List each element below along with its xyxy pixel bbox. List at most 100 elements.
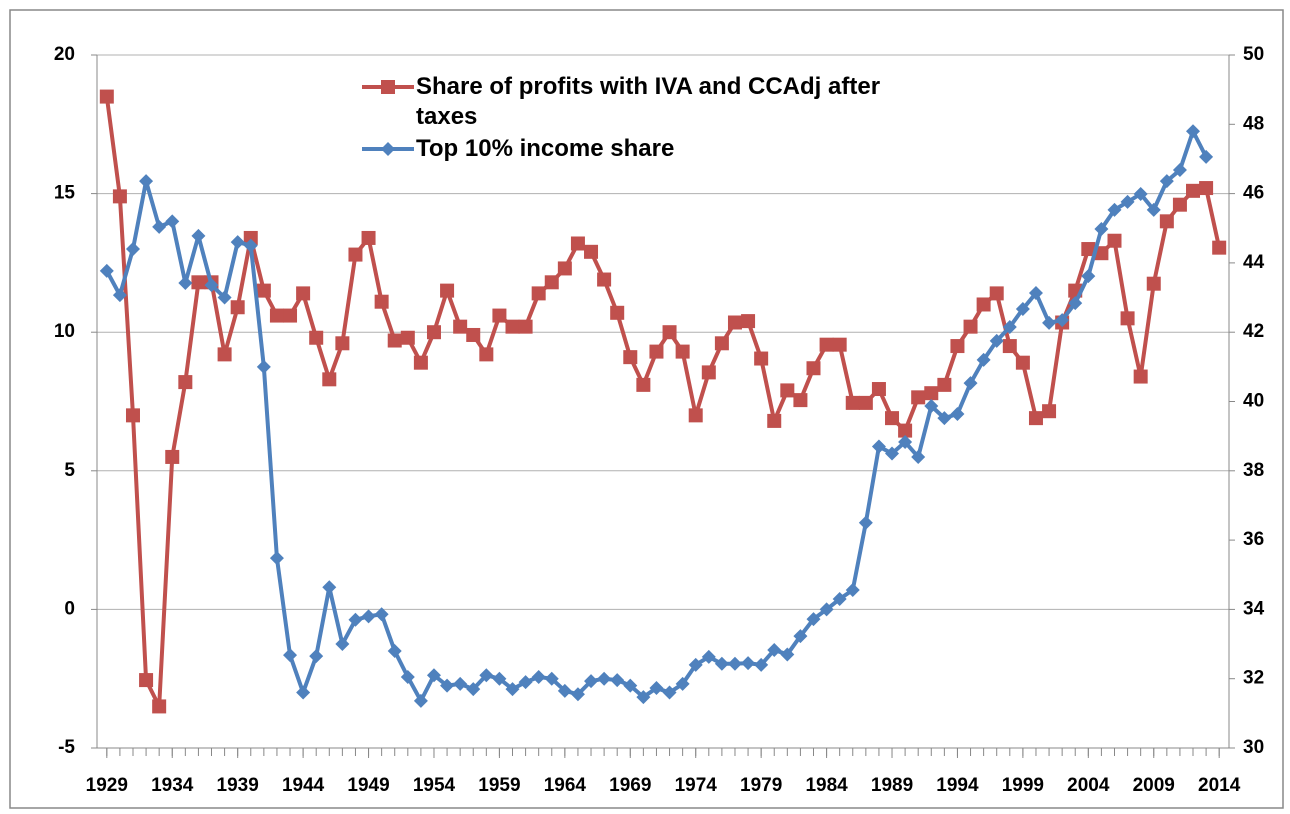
x-tick-label: 1944	[282, 775, 325, 796]
x-tick-label: 2004	[1067, 775, 1110, 796]
marker	[701, 365, 716, 380]
marker	[989, 333, 1004, 348]
marker	[623, 350, 638, 365]
y-tick-label: 5	[64, 460, 75, 481]
marker	[741, 314, 756, 329]
marker	[1028, 286, 1043, 301]
x-tick-label: 1964	[544, 775, 587, 796]
marker	[426, 325, 441, 340]
y2-tick-label: 36	[1243, 529, 1264, 550]
marker	[636, 377, 651, 392]
marker	[845, 582, 860, 597]
marker	[780, 383, 795, 398]
marker	[178, 375, 193, 390]
marker	[112, 288, 127, 303]
legend-swatch	[362, 142, 414, 156]
marker	[1186, 183, 1201, 198]
marker	[492, 671, 507, 686]
marker	[832, 592, 847, 607]
marker	[885, 446, 900, 461]
marker	[348, 247, 363, 262]
marker	[479, 347, 494, 362]
marker	[413, 355, 428, 370]
marker	[1159, 174, 1174, 189]
marker	[99, 89, 114, 104]
marker	[125, 242, 140, 257]
marker	[1094, 221, 1109, 236]
marker	[479, 668, 494, 683]
marker	[243, 238, 258, 253]
x-tick-label: 1984	[805, 775, 848, 796]
marker	[1159, 214, 1174, 229]
marker	[1068, 296, 1083, 311]
marker	[296, 286, 311, 301]
y2-tick-label: 32	[1243, 668, 1264, 689]
marker	[243, 230, 258, 245]
marker	[1146, 202, 1161, 217]
y2-tick-label: 40	[1243, 391, 1264, 412]
marker	[1081, 269, 1096, 284]
marker	[610, 305, 625, 320]
marker	[453, 319, 468, 334]
marker	[570, 236, 585, 251]
marker	[911, 390, 926, 405]
marker	[531, 286, 546, 301]
marker	[1120, 194, 1135, 209]
marker	[1042, 315, 1057, 330]
marker	[466, 682, 481, 697]
marker	[885, 411, 900, 426]
marker	[623, 678, 638, 693]
marker	[256, 359, 271, 374]
marker	[217, 290, 232, 305]
marker	[911, 449, 926, 464]
marker	[152, 699, 167, 714]
marker	[819, 602, 834, 617]
marker	[1199, 181, 1214, 196]
marker	[963, 376, 978, 391]
marker	[989, 286, 1004, 301]
marker	[335, 336, 350, 351]
y2-tick-label: 48	[1243, 113, 1264, 134]
marker	[309, 330, 324, 345]
legend-label: Share of profits with IVA and CCAdj afte…	[416, 73, 881, 130]
marker	[675, 676, 690, 691]
marker	[1107, 233, 1122, 248]
marker	[152, 219, 167, 234]
marker	[1028, 411, 1043, 426]
marker	[597, 272, 612, 287]
marker	[793, 629, 808, 644]
marker	[570, 687, 585, 702]
x-tick-label: 2014	[1198, 775, 1241, 796]
marker	[832, 337, 847, 352]
marker	[1002, 320, 1017, 335]
marker	[662, 325, 677, 340]
y-tick-label: 10	[54, 321, 75, 342]
marker	[361, 609, 376, 624]
marker	[557, 683, 572, 698]
marker	[139, 673, 154, 688]
marker	[688, 408, 703, 423]
marker	[374, 607, 389, 622]
marker	[400, 669, 415, 684]
marker	[283, 648, 298, 663]
series-line	[104, 96, 1222, 709]
marker	[767, 413, 782, 428]
marker	[557, 261, 572, 276]
marker	[204, 278, 219, 293]
y2-tick-label: 34	[1243, 598, 1265, 619]
marker	[139, 174, 154, 189]
marker	[727, 656, 742, 671]
marker	[754, 657, 769, 672]
x-tick-label: 1929	[86, 775, 128, 796]
x-tick-label: 1949	[347, 775, 389, 796]
marker	[741, 656, 756, 671]
marker	[217, 347, 232, 362]
legend: Share of profits with IVA and CCAdj afte…	[360, 72, 920, 166]
legend-key	[360, 72, 416, 102]
marker	[714, 336, 729, 351]
marker	[413, 693, 428, 708]
marker	[819, 337, 834, 352]
y2-tick-label: 44	[1243, 252, 1265, 273]
legend-label: Top 10% income share	[416, 135, 675, 162]
